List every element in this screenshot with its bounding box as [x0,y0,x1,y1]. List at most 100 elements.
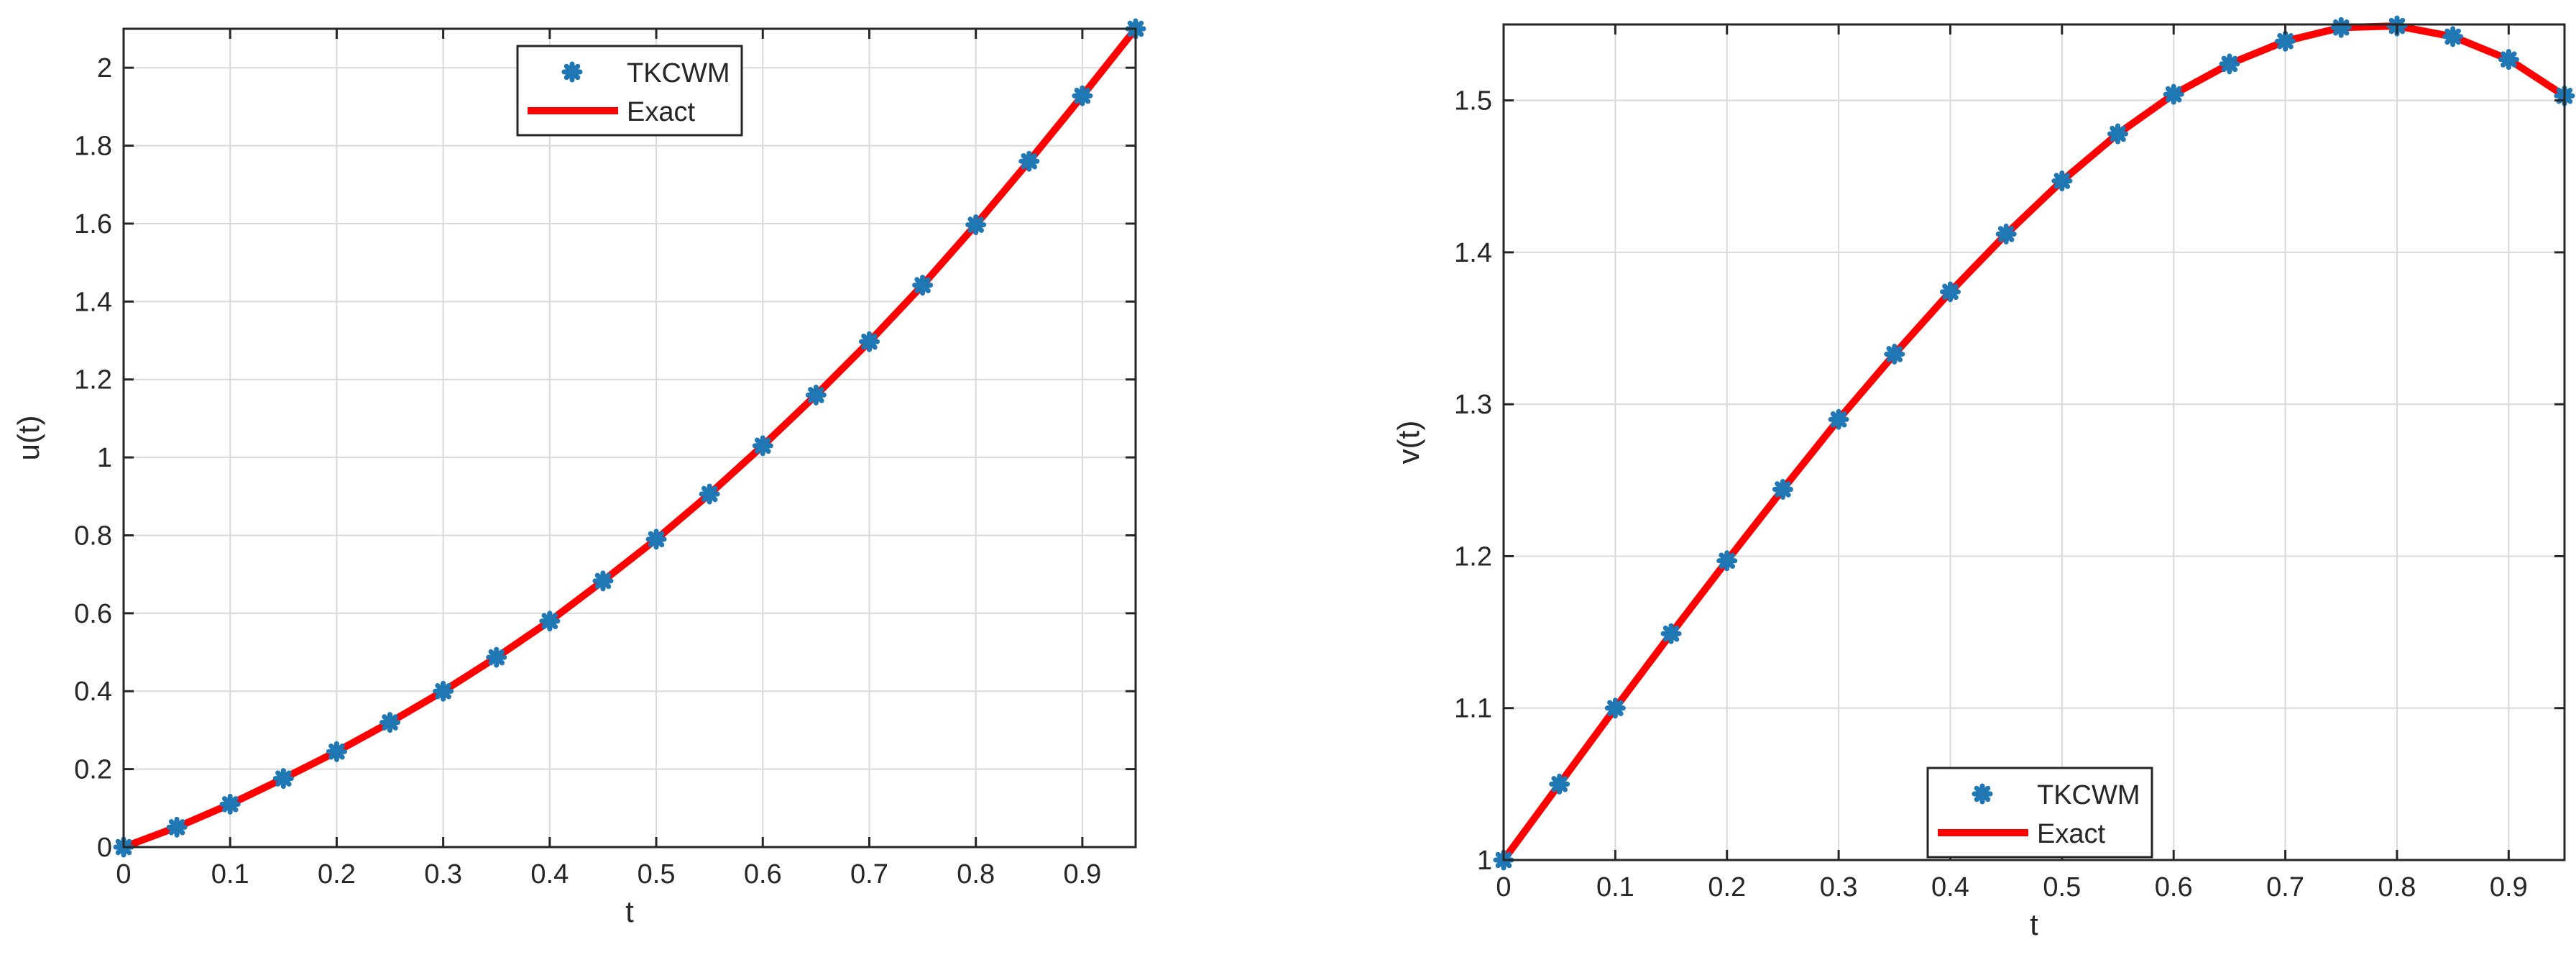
x-tick-label: 0.7 [850,859,888,889]
tkcwm-data-point [699,483,720,505]
x-tick-label: 0.1 [211,859,249,889]
tkcwm-data-point [219,793,241,815]
legend-star [1972,783,1993,805]
tkcwm-data-point [752,435,773,457]
x-tick-label: 0.9 [2490,872,2528,902]
tkcwm-data-point [1995,224,2017,245]
legend: TKCWM Exact [1926,767,2153,859]
tkcwm-data-point [1072,85,1093,106]
y-tick-label: 1.3 [1454,390,1492,420]
tkcwm-data-point [326,741,347,762]
tkcwm-data-point [539,610,561,632]
tkcwm-data-point [486,646,507,668]
legend: TKCWM Exact [516,45,743,137]
legend-label-tkcwm: TKCWM [627,58,730,88]
legend-label-exact: Exact [2037,819,2105,849]
x-tick-label: 0.1 [1596,872,1634,902]
y-tick-label: 2 [97,53,112,83]
y-axis-label: u(t) [12,416,45,461]
tkcwm-data-point [2051,170,2073,192]
y-tick-label: 1.2 [74,365,112,395]
x-tick-label: 0.2 [1708,872,1746,902]
x-tick-label: 0 [116,859,131,889]
tkcwm-data-point [2219,53,2240,75]
tkcwm-data-point [965,214,987,236]
tkcwm-data-point [1604,698,1626,719]
x-tick-label: 0 [1496,872,1511,902]
x-tick-label: 0.2 [318,859,356,889]
tkcwm-data-point [2330,17,2352,38]
grid-lines [1503,24,2564,861]
legend-box [516,45,743,137]
y-tick-label: 1.4 [1454,238,1492,268]
y-tick-label: 1 [97,443,112,473]
y-tick-label: 1.8 [74,132,112,162]
y-tick-label: 0.6 [74,599,112,629]
exact-series-line [120,25,1139,851]
y-tick-labels: 0 0.2 0.4 0.6 0.8 1 1.2 1.4 1.6 1.8 2 [74,53,112,863]
y-tick-label: 1 [1477,846,1492,876]
x-tick-labels: 0 0.1 0.2 0.3 0.4 0.5 0.6 0.7 0.8 0.9 [116,859,1101,889]
exact-line [120,25,1139,851]
x-tick-label: 0.5 [2043,872,2081,902]
x-tick-label: 0.6 [2155,872,2193,902]
tkcwm-data-point [645,529,667,550]
tkcwm-data-point [380,712,401,733]
tkcwm-markers [113,18,1146,858]
tkcwm-data-point [1884,343,1905,365]
y-tick-label: 0.2 [74,755,112,785]
legend-label-tkcwm: TKCWM [2037,780,2140,810]
chart-u: 0 0.1 0.2 0.3 0.4 0.5 0.6 0.7 0.8 0.9 0 0.2 0.4 0.6 0… [12,18,1146,928]
tkcwm-data-point [1939,281,1961,303]
tkcwm-data-point [2163,83,2184,105]
x-tick-label: 0.6 [744,859,782,889]
axes-frame [122,27,1137,849]
y-tick-label: 0.8 [74,521,112,551]
x-axis-label: t [2030,907,2038,941]
chart-v: 0 0.1 0.2 0.3 0.4 0.5 0.6 0.7 0.8 0.9 11.11.21.31… [1392,15,2575,941]
tkcwm-data-point [1828,408,1849,430]
x-tick-label: 0.9 [1063,859,1101,889]
axes-box [122,27,1137,849]
legend-box [1926,767,2153,859]
x-tick-label: 0.7 [2266,872,2304,902]
tkcwm-data-point [2107,123,2129,145]
x-tick-label: 0.3 [1820,872,1858,902]
x-tick-label: 0.3 [424,859,462,889]
tkcwm-data-point [1549,773,1570,795]
x-axis-label: t [625,895,634,928]
x-tick-label: 0.8 [2378,872,2416,902]
tkcwm-data-point [1660,623,1682,644]
tkcwm-data-point [592,570,614,592]
tkcwm-data-point [166,816,188,838]
tkcwm-markers [1493,15,2575,871]
grid-lines [123,29,1136,848]
tkcwm-data-point [2275,30,2296,52]
y-tick-label: 1.6 [74,209,112,239]
y-tick-label: 1.2 [1454,541,1492,572]
exact-series-line [1500,22,2568,864]
y-tick-labels: 1 1.1 1.2 1.3 1.4 1.5 [1454,86,1492,876]
legend-label-exact: Exact [627,97,695,127]
y-tick-label: 0 [97,833,112,863]
legend-marker-swatch [561,61,583,83]
axes-frame [1502,23,2566,861]
tkcwm-data-point [912,275,934,296]
y-axis-label: v(t) [1392,421,1425,465]
y-tick-label: 1.1 [1454,694,1492,724]
legend-marker-swatch [1972,783,1993,805]
tkcwm-data-point [433,680,454,702]
axes-box [1502,23,2566,861]
y-tick-label: 0.4 [74,677,112,707]
y-tick-label: 1.4 [74,287,112,317]
tkcwm-data-point [2442,26,2464,47]
exact-line [1500,22,2568,864]
tkcwm-data-point [1716,550,1738,572]
x-tick-label: 0.4 [1931,872,1969,902]
x-tick-label: 0.5 [638,859,676,889]
tkcwm-data-point [2498,49,2519,70]
y-tick-label: 1.5 [1454,86,1492,116]
legend-star [561,61,583,83]
tkcwm-data-point [272,768,294,790]
